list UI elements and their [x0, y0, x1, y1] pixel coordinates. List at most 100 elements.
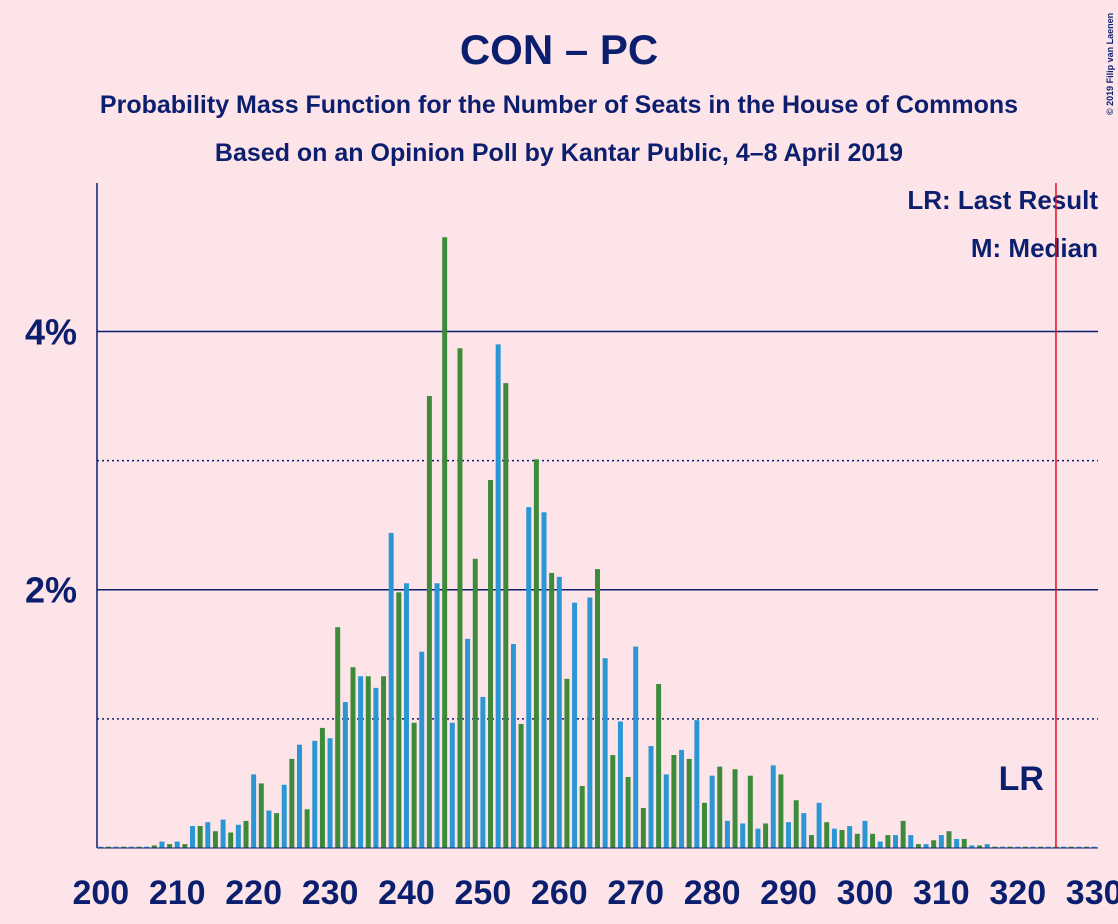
bar	[151, 845, 157, 848]
bar	[640, 807, 646, 848]
bar	[915, 844, 921, 848]
bar	[434, 583, 440, 848]
bar	[144, 846, 150, 848]
bar	[381, 676, 387, 848]
bar	[755, 828, 761, 848]
bar	[801, 813, 807, 848]
x-tick-label: 210	[149, 874, 206, 912]
bar	[510, 643, 516, 848]
bar	[824, 822, 830, 848]
bar	[518, 724, 524, 848]
bar	[98, 846, 104, 848]
y-tick-label: 4%	[25, 311, 77, 352]
bar	[403, 583, 409, 848]
bar	[297, 744, 302, 848]
x-tick-label: 230	[302, 874, 359, 912]
x-tick-label: 240	[378, 874, 435, 912]
bar	[480, 696, 486, 848]
bar	[251, 774, 257, 848]
bar	[1015, 846, 1021, 848]
bar	[174, 841, 180, 848]
bar	[977, 845, 983, 848]
bar	[556, 576, 562, 848]
bar	[740, 823, 746, 848]
bar	[419, 651, 425, 848]
x-tick-label: 320	[989, 874, 1046, 912]
bar	[747, 775, 753, 848]
bar	[159, 841, 165, 848]
bar	[190, 826, 195, 848]
bar	[426, 396, 432, 848]
bar	[709, 775, 715, 848]
bar	[472, 558, 478, 848]
x-tick-label: 300	[837, 874, 894, 912]
bar	[182, 844, 188, 848]
bar	[877, 841, 883, 848]
legend-entry: M: Median	[971, 233, 1098, 263]
bar	[572, 602, 578, 848]
bar	[465, 638, 471, 848]
x-tick-label: 280	[684, 874, 741, 912]
bar	[228, 832, 234, 848]
bar	[373, 687, 379, 848]
y-tick-label: 2%	[25, 570, 77, 611]
bar	[312, 740, 318, 848]
bar	[610, 755, 616, 848]
legend-entry: LR: Last Result	[907, 185, 1098, 215]
bar	[786, 822, 792, 848]
bar	[954, 838, 960, 848]
bar	[686, 758, 692, 848]
bar	[701, 802, 707, 848]
x-tick-label: 330	[1066, 874, 1118, 912]
bar	[946, 831, 952, 848]
bar	[1045, 846, 1051, 848]
bar	[770, 765, 776, 848]
bar	[870, 833, 876, 848]
bar	[274, 813, 280, 848]
bar	[1022, 846, 1028, 848]
bar	[793, 800, 799, 848]
bar	[167, 844, 173, 848]
bar	[281, 784, 287, 848]
bar	[105, 846, 111, 848]
bar	[717, 766, 723, 848]
x-tick-label: 310	[913, 874, 970, 912]
bar	[648, 745, 654, 848]
bar	[526, 507, 532, 848]
bar	[808, 835, 814, 848]
bar	[900, 820, 906, 848]
bar	[595, 569, 600, 848]
bar	[1007, 846, 1013, 848]
bar	[617, 721, 623, 848]
bar	[503, 383, 509, 848]
bar	[365, 676, 371, 848]
bar	[121, 846, 127, 848]
bar	[449, 722, 455, 848]
bar	[243, 820, 249, 848]
bar	[663, 774, 669, 848]
bar	[778, 774, 784, 848]
bar	[113, 846, 119, 848]
bar	[1038, 846, 1044, 848]
last-result-label: LR	[999, 760, 1044, 798]
bar	[694, 720, 700, 848]
bar	[266, 810, 272, 848]
bar	[938, 835, 944, 848]
bar	[442, 237, 448, 848]
bar	[1068, 846, 1074, 848]
bar	[350, 667, 356, 848]
bar	[969, 845, 975, 848]
bar	[1076, 846, 1082, 848]
bar	[908, 835, 914, 848]
x-tick-label: 220	[225, 874, 282, 912]
bar	[319, 727, 325, 848]
bar	[633, 646, 639, 848]
bar	[831, 828, 837, 848]
bar	[602, 658, 608, 848]
x-tick-label: 290	[760, 874, 817, 912]
bar	[984, 844, 990, 848]
bar	[197, 826, 203, 848]
bar	[549, 572, 555, 848]
bar	[763, 823, 769, 848]
bar	[205, 822, 211, 848]
